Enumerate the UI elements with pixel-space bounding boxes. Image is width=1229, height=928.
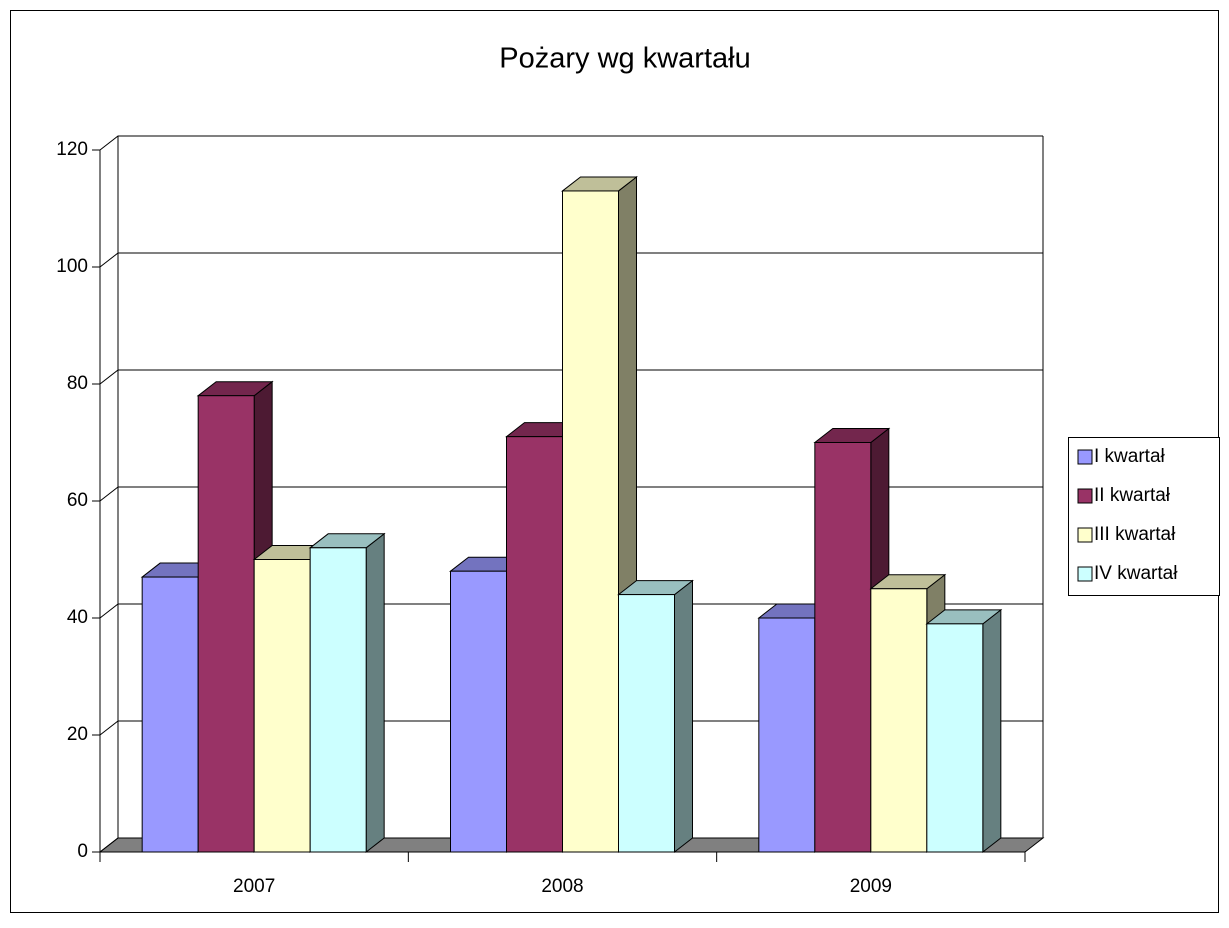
y-tick-label: 80 — [67, 373, 88, 394]
y-tick-label: 40 — [67, 607, 88, 628]
bar — [758, 617, 816, 853]
legend-swatch — [1077, 527, 1093, 543]
x-tick-label: 2007 — [233, 876, 275, 897]
y-tick-label: 0 — [77, 841, 88, 862]
legend-label: II kwartał — [1094, 485, 1171, 506]
grid-line — [99, 369, 1043, 385]
legend-label: IV kwartał — [1094, 563, 1178, 584]
bar-side — [982, 608, 1002, 854]
bar-side — [674, 579, 693, 854]
bar — [926, 623, 984, 853]
bar — [141, 576, 199, 853]
bar — [197, 395, 255, 853]
grid-line — [99, 486, 1043, 502]
legend-box — [1068, 437, 1220, 596]
x-tick-label: 2009 — [850, 876, 892, 897]
legend-label: I kwartał — [1094, 446, 1166, 467]
legend-label: III kwartał — [1094, 524, 1176, 545]
y-tick-label: 120 — [56, 139, 88, 160]
legend-swatch — [1077, 566, 1093, 582]
bar — [562, 190, 619, 853]
legend-swatch — [1077, 488, 1093, 504]
y-tick-label: 60 — [67, 490, 88, 511]
grid-line — [99, 135, 1043, 151]
bar — [870, 588, 928, 853]
x-tick-label: 2008 — [541, 876, 583, 897]
grid-line — [99, 252, 1043, 268]
bar — [506, 436, 563, 853]
bar — [253, 559, 311, 853]
bar — [814, 442, 872, 853]
grid-line — [99, 837, 1043, 853]
y-tick-label: 100 — [56, 256, 88, 277]
legend-swatch — [1077, 449, 1093, 465]
bar-side — [365, 532, 385, 854]
chart-title: Pożary wg kwartału — [499, 43, 750, 75]
bar — [450, 570, 507, 853]
bar — [309, 547, 367, 853]
grid-line — [99, 603, 1043, 619]
grid-line — [99, 720, 1043, 736]
bar — [618, 594, 675, 853]
y-tick-label: 20 — [67, 724, 88, 745]
